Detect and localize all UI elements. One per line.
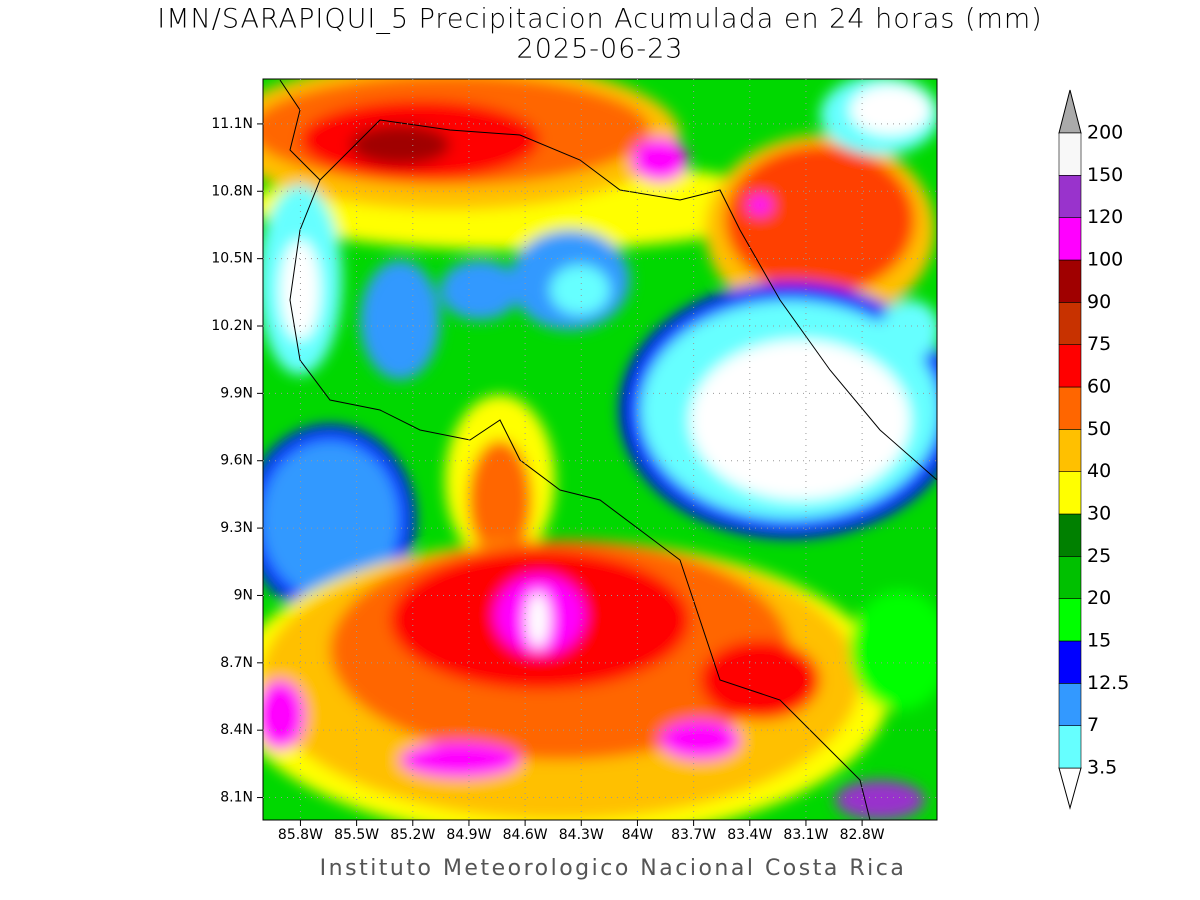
lon-tick-label: 82.8W	[840, 827, 885, 843]
colorbar-label: 150	[1087, 164, 1123, 186]
lon-tick-label: 84.9W	[446, 827, 491, 843]
field-blob	[880, 300, 937, 360]
precipitation-field	[263, 79, 937, 820]
colorbar-over	[1058, 89, 1082, 134]
lat-tick-label: 9.6N	[220, 453, 253, 469]
lon-tick-label: 83.7W	[671, 827, 716, 843]
lon-tick-label: 85.5W	[334, 827, 379, 843]
lat-tick-label: 9.3N	[220, 520, 253, 536]
lat-tick-label: 10.5N	[211, 251, 253, 267]
lat-tick-label: 11.1N	[211, 116, 253, 132]
colorbar-label: 200	[1087, 122, 1123, 144]
colorbar-label: 25	[1087, 545, 1111, 567]
field-blob	[526, 592, 550, 648]
lat-tick-label: 9.9N	[220, 385, 253, 401]
colorbar-label: 12.5	[1087, 672, 1129, 694]
colorbar-band	[1058, 640, 1082, 684]
colorbar-label: 40	[1087, 460, 1111, 482]
field-blob	[360, 260, 440, 380]
coastline	[279, 79, 871, 820]
field-blob	[690, 340, 910, 500]
colorbar-band	[1058, 386, 1082, 430]
colorbar-band	[1058, 598, 1082, 642]
colorbar-band	[1058, 132, 1082, 176]
lon-tick-label: 85.2W	[390, 827, 435, 843]
lon-tick-label: 84W	[622, 827, 654, 843]
lon-tick-label: 84.6W	[503, 827, 548, 843]
field-blob	[850, 590, 937, 710]
colorbar-band	[1058, 513, 1082, 557]
colorbar-band	[1058, 259, 1082, 303]
lat-tick-label: 8.4N	[220, 722, 253, 738]
map-subtitle: 2025-06-23	[517, 34, 684, 65]
field-blob	[748, 195, 772, 215]
field-blob	[550, 265, 610, 315]
colorbar-band	[1058, 683, 1082, 726]
colorbar-band	[1058, 344, 1082, 388]
colorbar-label: 90	[1087, 291, 1111, 313]
field-blob	[263, 680, 305, 750]
lon-tick-label: 83.1W	[783, 827, 828, 843]
footer: Instituto Meteorologico Nacional Costa R…	[320, 856, 907, 881]
lat-tick-label: 8.7N	[220, 655, 253, 671]
field-blob	[468, 440, 532, 560]
colorbar-label: 15	[1087, 630, 1111, 652]
field-blob	[850, 85, 930, 135]
colorbar-label: 7	[1087, 714, 1099, 736]
field-blob	[700, 640, 820, 720]
lat-tick-label: 9N	[234, 587, 253, 603]
field-blob	[835, 780, 925, 820]
field-blob	[350, 125, 450, 165]
colorbar-label: 120	[1087, 206, 1123, 228]
colorbar-label: 3.5	[1087, 757, 1117, 779]
colorbar-label: 100	[1087, 249, 1123, 271]
colorbar-band	[1058, 471, 1082, 515]
colorbar-band	[1058, 429, 1082, 472]
lat-tick-label: 10.2N	[211, 318, 253, 334]
map-title: IMN/SARAPIQUI_5 Precipitacion Acumulada …	[157, 4, 1042, 35]
field-blob	[632, 138, 688, 182]
map-frame	[262, 78, 938, 821]
lon-tick-label: 83.4W	[727, 827, 772, 843]
colorbar-label: 75	[1087, 333, 1111, 355]
colorbar-label: 50	[1087, 418, 1111, 440]
lat-tick-label: 8.1N	[220, 790, 253, 806]
lat-tick-label: 10.8N	[211, 183, 253, 199]
field-blob	[440, 260, 520, 320]
colorbar-band	[1058, 556, 1082, 599]
colorbar-label: 20	[1087, 587, 1111, 609]
field-blob	[263, 440, 400, 600]
colorbar-band	[1058, 217, 1082, 261]
border-line	[319, 119, 937, 481]
lon-tick-label: 85.8W	[278, 827, 323, 843]
field-blob	[400, 742, 520, 778]
field-blob	[660, 720, 740, 760]
colorbar-under	[1058, 767, 1082, 810]
field-blob	[725, 145, 915, 295]
colorbar-label: 60	[1087, 376, 1111, 398]
colorbar-label: 30	[1087, 503, 1111, 525]
lon-tick-label: 84.3W	[559, 827, 604, 843]
colorbar-band	[1058, 175, 1082, 218]
colorbar-band	[1058, 302, 1082, 345]
colorbar-band	[1058, 725, 1082, 769]
